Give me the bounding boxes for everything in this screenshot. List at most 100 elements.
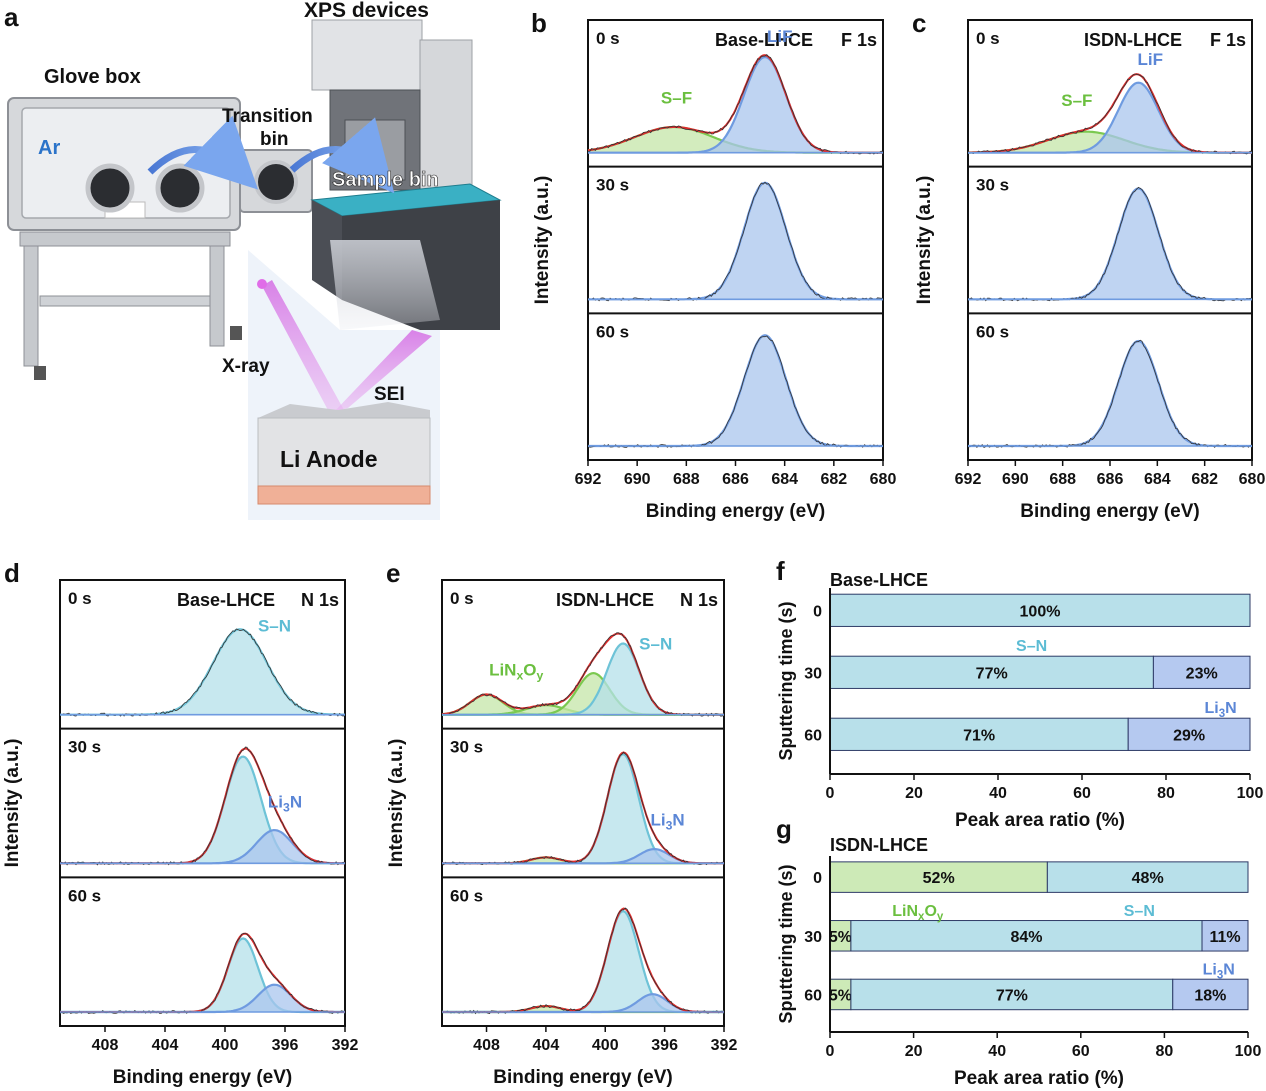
peak-fill-S–N <box>60 756 345 864</box>
x-tick-label: 396 <box>651 1037 678 1054</box>
x-tick-label: 682 <box>820 471 847 488</box>
transition-bin-label-line1: Transition <box>222 106 313 127</box>
x-tick-label: 404 <box>533 1037 560 1054</box>
bar-data-label: 18% <box>1194 987 1226 1004</box>
bar-segment-Li3N <box>1172 978 1249 1011</box>
y-axis-label: Intensity (a.u.) <box>386 739 407 868</box>
sputter-time-label: 60 s <box>450 886 483 905</box>
xray-source-icon <box>257 279 267 289</box>
envelope-fit <box>60 932 345 1013</box>
sputter-time-label: 30 s <box>450 738 483 757</box>
peak-label: S–N <box>258 617 291 636</box>
sputter-time-label: 60 s <box>596 322 629 341</box>
y-axis-label: Sputtering time (s) <box>776 864 796 1023</box>
x-tick-label: 686 <box>722 471 749 488</box>
peak-fill-S–N <box>442 911 724 1012</box>
core-level-label: N 1s <box>680 590 718 610</box>
panel-letter-f: f <box>776 556 785 586</box>
xps-device-illustration <box>310 19 502 330</box>
plot-frame <box>587 19 884 461</box>
sputter-time-label: 0 s <box>68 589 92 608</box>
bar-data-label: 29% <box>1173 727 1205 744</box>
bar-segment-S–N <box>1046 861 1249 893</box>
transition-bin-label-line2: bin <box>260 129 289 150</box>
x-tick-label: 692 <box>955 471 982 488</box>
x-tick-label: 688 <box>1049 471 1076 488</box>
chart-d: 0 s N 1s Base-LHCE S–N 30 s Li3N 60 s 408 404 400… <box>2 579 359 1088</box>
y-tick-label: 60 <box>804 987 822 1004</box>
sputter-time-label: 30 s <box>596 176 629 195</box>
x-axis-label: Binding energy (eV) <box>493 1067 672 1088</box>
peak-fill-Li3N <box>60 830 345 864</box>
li-anode-block <box>257 402 431 505</box>
bar-segment-S–N <box>850 978 1174 1011</box>
envelope-fit <box>442 907 724 1013</box>
x-axis-label: Binding energy (eV) <box>646 501 825 522</box>
sputter-time-label: 60 s <box>68 886 101 905</box>
bar-data-label: 52% <box>923 870 955 887</box>
panel-letter-c: c <box>912 8 926 38</box>
peak-label: LiNxOy <box>489 661 543 683</box>
x-axis-label: Binding energy (eV) <box>1020 501 1199 522</box>
peak-label: S–F <box>1061 91 1092 110</box>
bar-data-label: 77% <box>976 665 1008 682</box>
raw-spectrum <box>59 933 346 1014</box>
sputter-time-label: 0 s <box>976 29 1000 48</box>
peak-fill-S–N <box>60 629 345 715</box>
panel-letter-b: b <box>531 8 547 38</box>
component-annotation: Li3N <box>1203 962 1235 982</box>
x-tick-label: 392 <box>332 1037 359 1054</box>
peak-fill-LiF <box>588 57 883 153</box>
peak-fill-LiF <box>968 188 1252 300</box>
x-tick-label: 0 <box>826 1043 835 1060</box>
x-tick-label: 396 <box>272 1037 299 1054</box>
peak-component-S–N <box>442 910 724 1014</box>
raw-spectrum <box>441 751 725 866</box>
x-axis-label: Peak area ratio (%) <box>954 1068 1124 1089</box>
panel-letter-a: a <box>4 2 19 32</box>
y-axis-label: Intensity (a.u.) <box>914 176 935 305</box>
x-tick-label: 20 <box>905 1043 923 1060</box>
peak-label: LiF <box>767 27 793 46</box>
li-anode-label: Li Anode <box>280 446 378 472</box>
x-tick-label: 404 <box>152 1037 179 1054</box>
x-tick-label: 400 <box>592 1037 619 1054</box>
bar-segment-Li3N <box>1152 655 1251 689</box>
xps-devices-label: XPS devices <box>304 0 429 22</box>
glove-box-label: Glove box <box>44 66 141 88</box>
charts-layer: 0 s F 1s Base-LHCE S–F LiF 30 s 60 s 692 690 688 6… <box>2 19 1265 1089</box>
peak-fill-LiF <box>968 341 1252 446</box>
x-tick-label: 100 <box>1235 1043 1262 1060</box>
y-tick-label: 0 <box>813 870 822 887</box>
peak-fill-LiF <box>968 82 1252 153</box>
raw-spectrum <box>441 907 725 1015</box>
peak-label: Li3N <box>650 810 684 832</box>
x-tick-label: 408 <box>92 1037 119 1054</box>
sputter-time-label: 0 s <box>450 589 474 608</box>
component-annotation: S–N <box>1124 903 1155 920</box>
y-axis-label: Intensity (a.u.) <box>532 176 553 305</box>
photoelectron-beam <box>334 330 432 412</box>
bar-segment-Li3N <box>1127 717 1251 751</box>
core-level-label: N 1s <box>301 590 339 610</box>
bar-data-label: 23% <box>1186 665 1218 682</box>
electrolyte-title: Base-LHCE <box>715 30 813 50</box>
electrolyte-title: Base-LHCE <box>177 590 275 610</box>
y-tick-label: 0 <box>813 603 822 620</box>
glove-box-illustration <box>7 97 313 380</box>
chart-b: 0 s F 1s Base-LHCE S–F LiF 30 s 60 s 692 690 688 6… <box>532 19 897 522</box>
chart-c: 0 s F 1s ISDN-LHCE S–F LiF 30 s 60 s 692 690 688 6… <box>914 19 1265 522</box>
peak-fill-LiF <box>588 182 883 300</box>
y-tick-label: 60 <box>804 727 822 744</box>
envelope-fit <box>442 751 724 865</box>
x-tick-label: 686 <box>1097 471 1124 488</box>
bar-data-label: 77% <box>996 987 1028 1004</box>
chart-f: Base-LHCE 100% 0 77% 23% 30 71% 29% 60 S–N Li3N 0 20… <box>776 570 1263 831</box>
peak-label: S–F <box>661 89 692 108</box>
peak-component-S–N <box>442 753 724 865</box>
y-tick-label: 30 <box>804 929 822 946</box>
x-tick-label: 680 <box>870 471 897 488</box>
core-level-label: F 1s <box>1210 30 1246 50</box>
sputter-time-label: 60 s <box>976 322 1009 341</box>
